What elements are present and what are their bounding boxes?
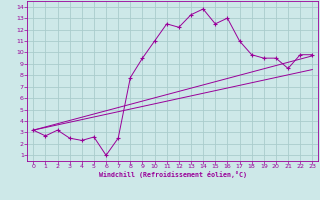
- X-axis label: Windchill (Refroidissement éolien,°C): Windchill (Refroidissement éolien,°C): [99, 171, 247, 178]
